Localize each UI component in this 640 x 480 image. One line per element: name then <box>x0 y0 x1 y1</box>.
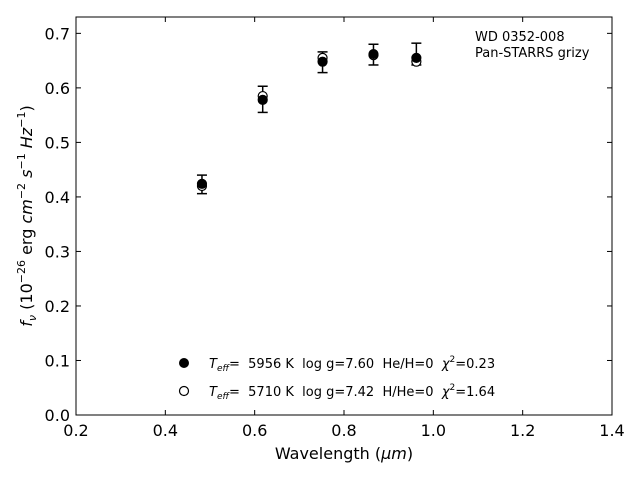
x-tick-label: 0.2 <box>63 421 88 440</box>
x-tick-label: 1.0 <box>421 421 446 440</box>
y-tick-label: 0.6 <box>45 79 70 98</box>
y-tick-label: 0.7 <box>45 24 70 43</box>
x-tick-label: 1.4 <box>599 421 624 440</box>
legend-text-filled: Teff= 5956 K log g=7.60 He/H=0 χ2=0.23 <box>209 355 495 374</box>
y-tick-label: 0.5 <box>45 133 70 152</box>
y-tick-label: 0.4 <box>45 188 70 207</box>
y-axis-label: fν (10−26 erg cm−2 s−1 Hz−1) <box>15 105 39 326</box>
legend: Teff= 5956 K log g=7.60 He/H=0 χ2=0.23 T… <box>178 355 495 402</box>
y-tick-label: 0.3 <box>45 242 70 261</box>
y-tick-label: 0.1 <box>45 351 70 370</box>
x-axis-label: Wavelength (μm) <box>275 444 413 463</box>
model-point-filled <box>196 178 208 189</box>
x-tick-label: 0.8 <box>331 421 356 440</box>
legend-marker-filled <box>179 358 189 368</box>
data-marks <box>196 42 422 195</box>
legend-marker-open <box>178 385 190 397</box>
plot-frame <box>75 16 613 416</box>
x-tick-label: 0.6 <box>242 421 267 440</box>
model-point-filled <box>411 52 422 63</box>
model-point-filled <box>317 56 328 67</box>
x-axis-ticks: 0.2 0.4 0.6 0.8 1.0 1.2 1.4 <box>63 17 625 440</box>
x-tick-label: 0.4 <box>153 421 178 440</box>
y-tick-label: 0.0 <box>45 406 70 425</box>
legend-entry-filled: Teff= 5956 K log g=7.60 He/H=0 χ2=0.23 <box>179 355 495 374</box>
y-tick-label: 0.2 <box>45 297 70 316</box>
legend-entry-open: Teff= 5710 K log g=7.42 H/He=0 χ2=1.64 <box>178 383 495 402</box>
annotation-object: WD 0352-008 <box>475 30 565 45</box>
y-axis-ticks: 0.0 0.1 0.2 0.3 0.4 0.5 0.6 0.7 <box>45 24 612 425</box>
model-point-filled <box>368 48 379 60</box>
annotation-survey: Pan-STARRS grizy <box>475 46 590 61</box>
legend-text-open: Teff= 5710 K log g=7.42 H/He=0 χ2=1.64 <box>209 383 495 402</box>
model-point-filled <box>257 94 268 105</box>
x-tick-label: 1.2 <box>510 421 535 440</box>
